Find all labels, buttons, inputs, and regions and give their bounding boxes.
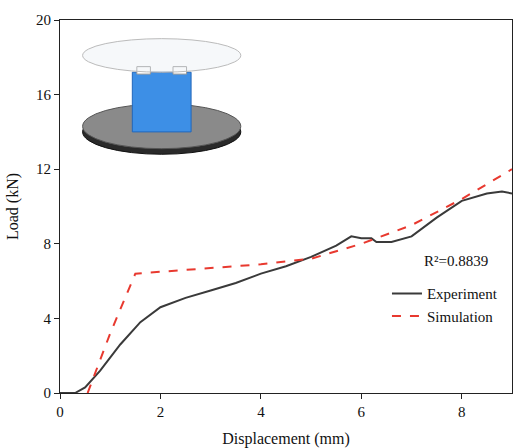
svg-text:12: 12 <box>36 161 51 177</box>
svg-text:2: 2 <box>157 404 165 420</box>
svg-text:8: 8 <box>458 404 466 420</box>
svg-text:6: 6 <box>358 404 366 420</box>
svg-text:4: 4 <box>44 311 52 327</box>
svg-text:4: 4 <box>257 404 265 420</box>
svg-text:8: 8 <box>44 236 52 252</box>
svg-text:0: 0 <box>44 385 52 401</box>
svg-text:Load (kN): Load (kN) <box>4 173 22 240</box>
svg-text:20: 20 <box>36 12 51 28</box>
svg-text:16: 16 <box>36 87 52 103</box>
svg-text:Simulation: Simulation <box>427 309 493 325</box>
svg-text:Experiment: Experiment <box>427 286 498 302</box>
svg-text:Displacement (mm): Displacement (mm) <box>222 430 350 448</box>
svg-text:0: 0 <box>56 404 64 420</box>
svg-text:R²=0.8839: R²=0.8839 <box>424 253 488 269</box>
